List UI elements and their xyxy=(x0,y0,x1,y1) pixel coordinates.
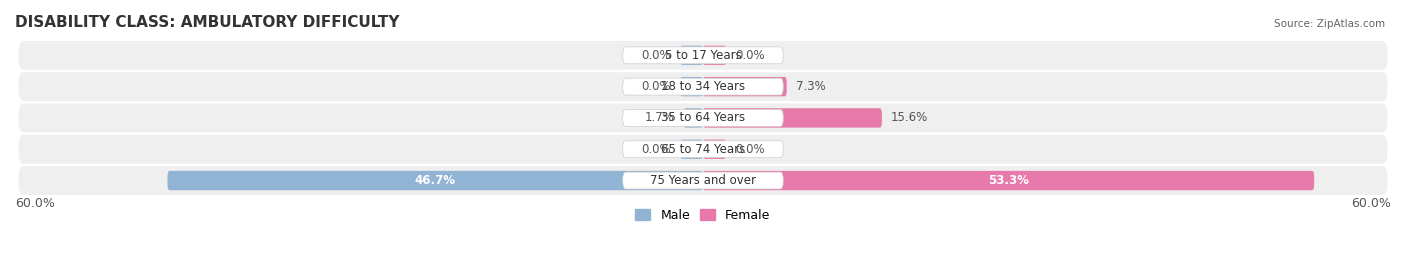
FancyBboxPatch shape xyxy=(703,140,725,159)
FancyBboxPatch shape xyxy=(703,108,882,128)
Text: 53.3%: 53.3% xyxy=(988,174,1029,187)
FancyBboxPatch shape xyxy=(683,108,703,128)
Text: 18 to 34 Years: 18 to 34 Years xyxy=(661,80,745,93)
FancyBboxPatch shape xyxy=(623,78,783,95)
Text: 46.7%: 46.7% xyxy=(415,174,456,187)
FancyBboxPatch shape xyxy=(167,171,703,190)
FancyBboxPatch shape xyxy=(18,166,1388,195)
Text: 0.0%: 0.0% xyxy=(641,80,671,93)
FancyBboxPatch shape xyxy=(681,77,703,96)
FancyBboxPatch shape xyxy=(18,103,1388,132)
FancyBboxPatch shape xyxy=(703,77,787,96)
FancyBboxPatch shape xyxy=(18,135,1388,164)
Text: 0.0%: 0.0% xyxy=(735,143,765,156)
FancyBboxPatch shape xyxy=(681,46,703,65)
FancyBboxPatch shape xyxy=(623,110,783,126)
Legend: Male, Female: Male, Female xyxy=(630,204,776,227)
Text: 75 Years and over: 75 Years and over xyxy=(650,174,756,187)
Text: 60.0%: 60.0% xyxy=(15,198,55,210)
FancyBboxPatch shape xyxy=(681,140,703,159)
Text: 35 to 64 Years: 35 to 64 Years xyxy=(661,111,745,124)
Text: 1.7%: 1.7% xyxy=(644,111,675,124)
Text: DISABILITY CLASS: AMBULATORY DIFFICULTY: DISABILITY CLASS: AMBULATORY DIFFICULTY xyxy=(15,15,399,30)
Text: 5 to 17 Years: 5 to 17 Years xyxy=(665,49,741,62)
FancyBboxPatch shape xyxy=(18,72,1388,101)
FancyBboxPatch shape xyxy=(18,41,1388,70)
FancyBboxPatch shape xyxy=(623,141,783,158)
FancyBboxPatch shape xyxy=(703,171,1315,190)
Text: 0.0%: 0.0% xyxy=(735,49,765,62)
FancyBboxPatch shape xyxy=(623,47,783,64)
Text: 7.3%: 7.3% xyxy=(796,80,825,93)
FancyBboxPatch shape xyxy=(623,172,783,189)
FancyBboxPatch shape xyxy=(703,46,725,65)
Text: 15.6%: 15.6% xyxy=(891,111,928,124)
Text: 65 to 74 Years: 65 to 74 Years xyxy=(661,143,745,156)
Text: 0.0%: 0.0% xyxy=(641,143,671,156)
Text: Source: ZipAtlas.com: Source: ZipAtlas.com xyxy=(1274,19,1385,29)
Text: 60.0%: 60.0% xyxy=(1351,198,1391,210)
Text: 0.0%: 0.0% xyxy=(641,49,671,62)
